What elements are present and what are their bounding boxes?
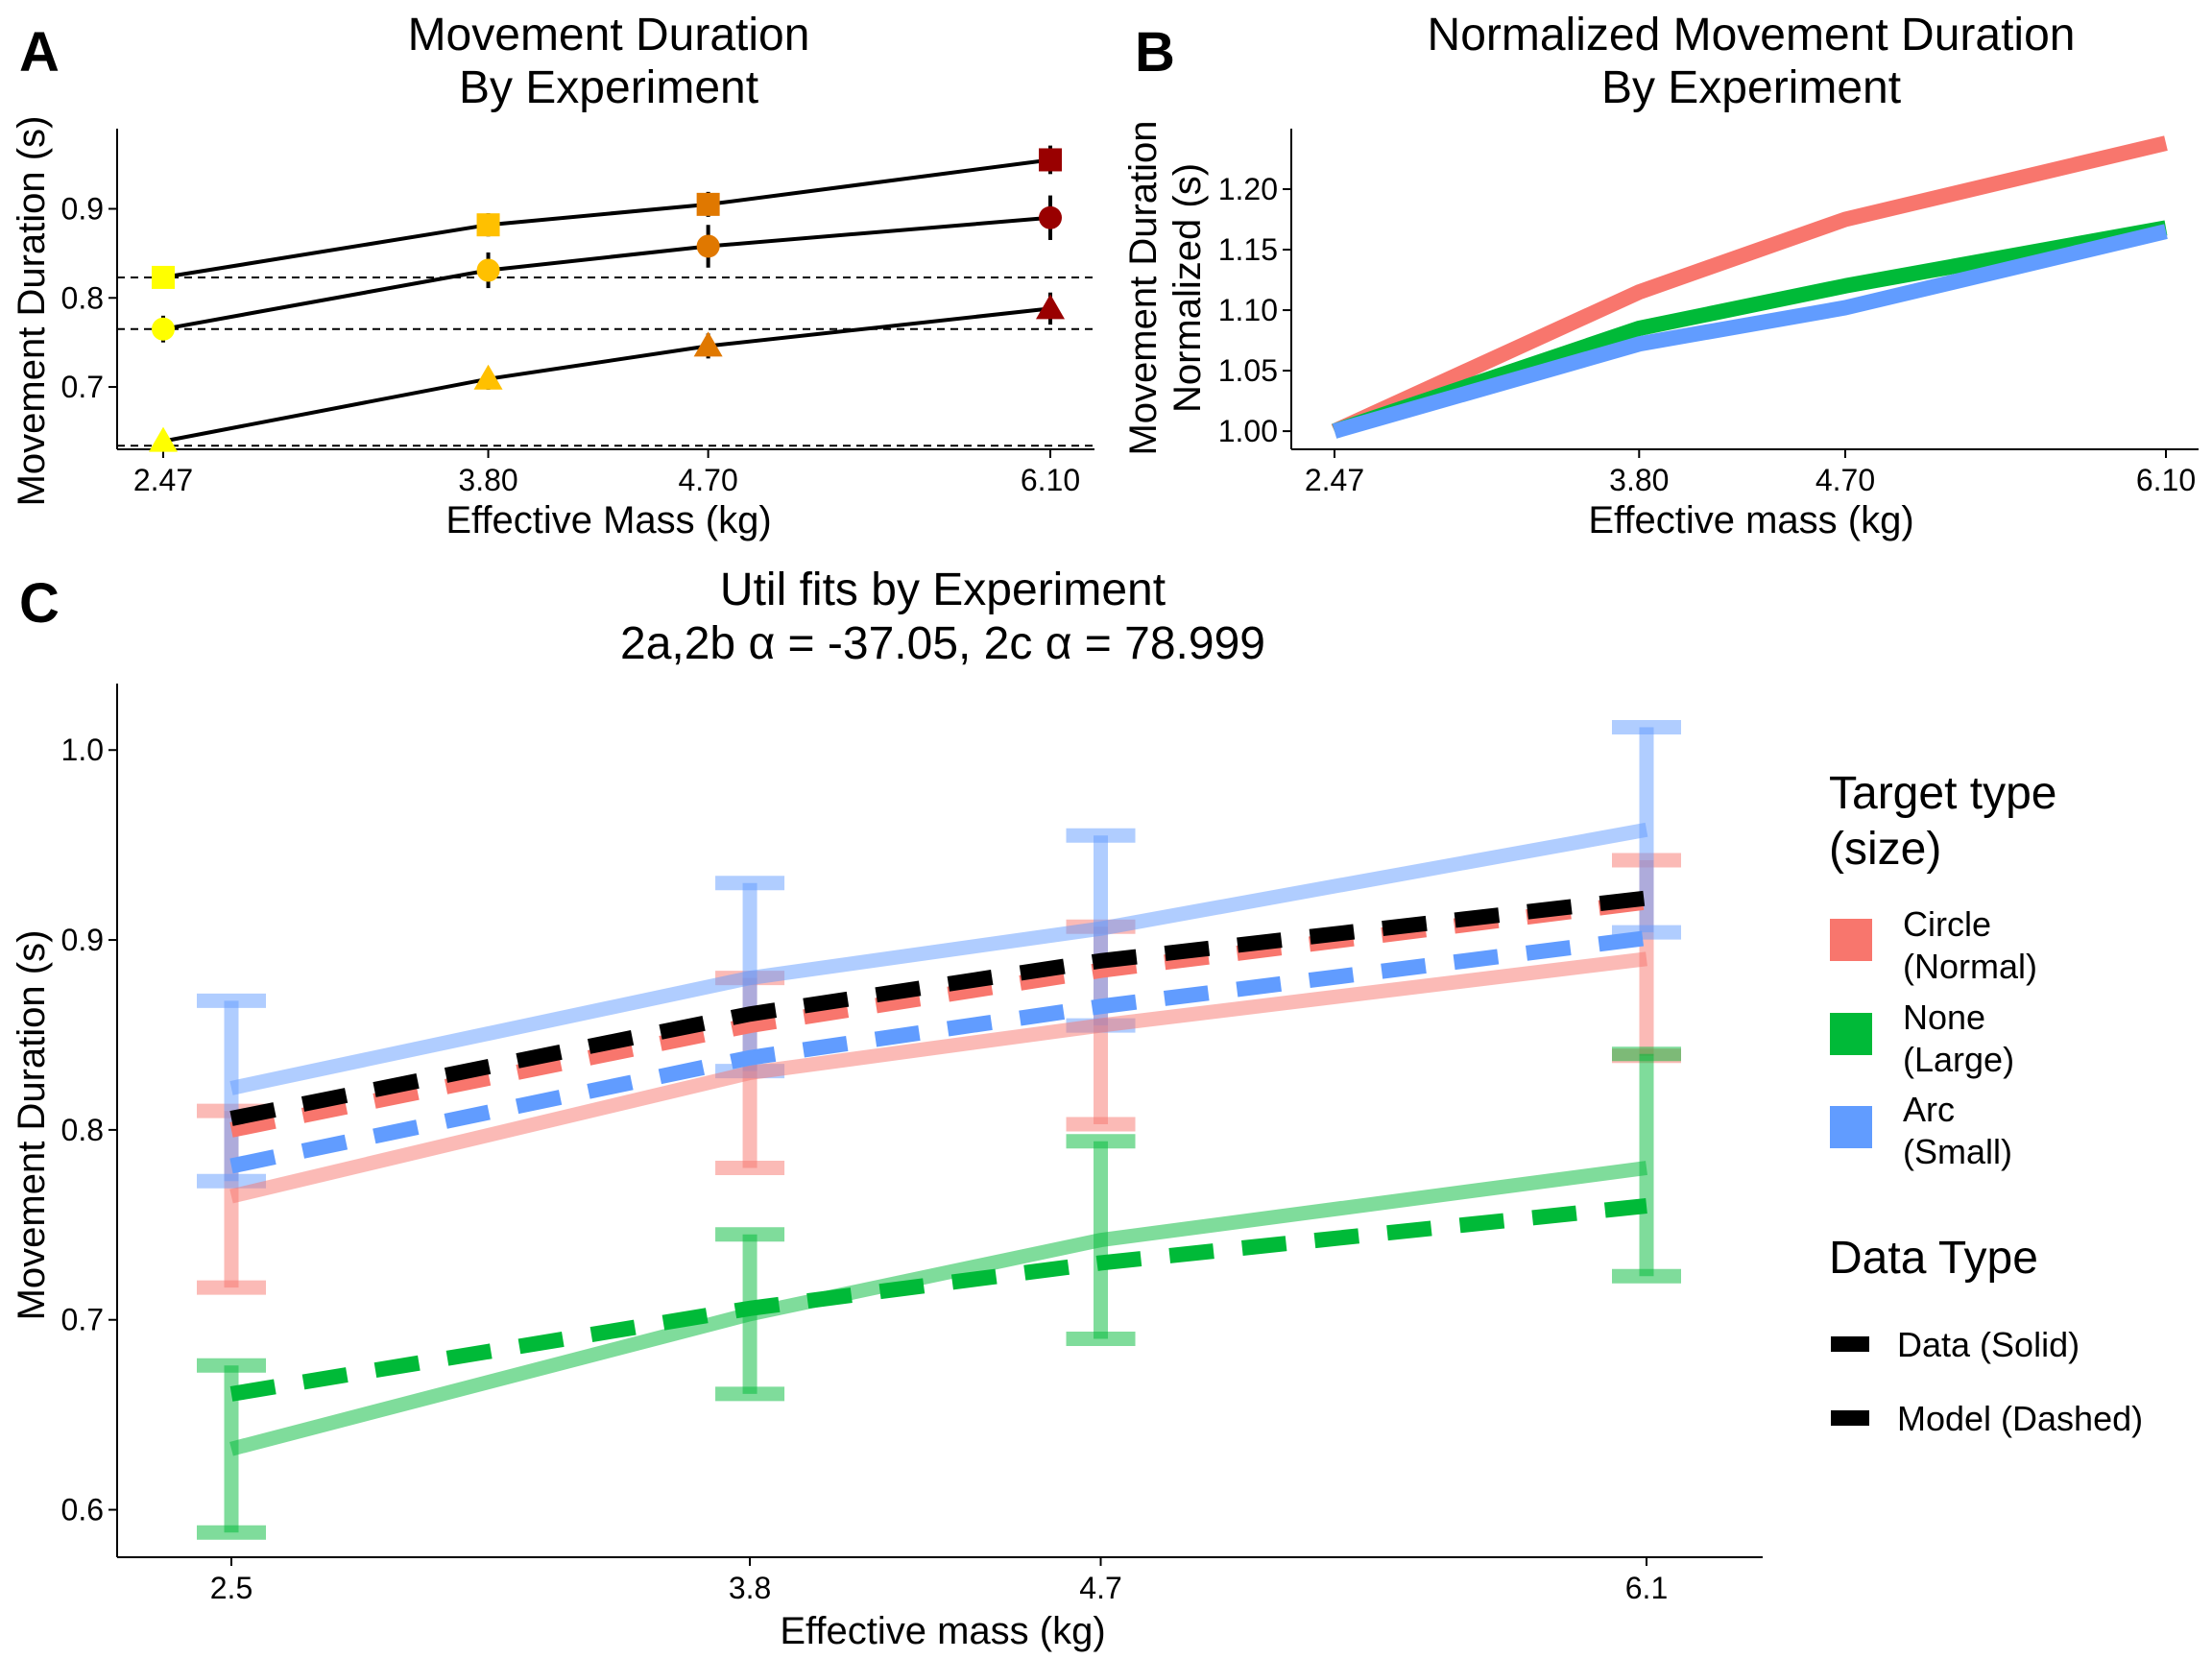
- panel-b-y-tick-label: 1.05: [1218, 353, 1278, 388]
- panel-b-x-tick-label: 6.10: [2136, 463, 2196, 497]
- panel-a-x-tick-label: 2.47: [133, 463, 193, 497]
- panel-c-data-line-2: [229, 822, 1648, 1095]
- panel-b-title-line2: By Experiment: [1601, 62, 1901, 113]
- legend-item-arc: Arc (Small): [1830, 1090, 2012, 1171]
- panel-b-xlabel: Effective mass (kg): [1588, 499, 1913, 541]
- legend-item-circle-line2: (Normal): [1903, 947, 2037, 986]
- panel-c-model-line-0: [229, 894, 1647, 1138]
- panel-b-series-line-2: [1332, 224, 2168, 439]
- legend-item-arc-line2: (Small): [1903, 1132, 2012, 1171]
- legend-swatch-arc: [1830, 1106, 1872, 1148]
- panel-b-y-tick-label: 1.00: [1218, 414, 1278, 448]
- panel-c-title-line1: Util fits by Experiment: [720, 565, 1166, 615]
- panel-a-point-circle: [152, 317, 175, 341]
- panel-a-plot: 2.47 3.80 4.70 6.10 0.7 0.8 0.9: [61, 129, 1094, 497]
- panel-c-y-tick-label: 0.7: [61, 1303, 104, 1337]
- panel-a-x-tick-label: 4.70: [678, 463, 737, 497]
- legend-datatype-title: Data Type: [1829, 1233, 2038, 1284]
- panel-b-plot: 2.47 3.80 4.70 6.10 1.00 1.05 1.10 1.15 1.20: [1218, 129, 2199, 497]
- panel-a-series-line-triangle: [162, 306, 1051, 444]
- panel-c-model-line-3: [229, 890, 1647, 1126]
- legend-target-title-line2: (size): [1829, 824, 1941, 875]
- panel-a-title-line2: By Experiment: [459, 62, 758, 113]
- panel-a-series-line-square: [162, 157, 1051, 279]
- panel-a-y-tick-label: 0.8: [61, 280, 104, 315]
- panel-b-x-tick-label: 3.80: [1609, 463, 1669, 497]
- panel-c-x-tick-label: 2.5: [210, 1571, 252, 1605]
- panel-b-y-tick-label: 1.20: [1218, 172, 1278, 206]
- panel-a: A Movement Duration By Experiment Effect…: [11, 10, 1094, 541]
- panel-c-xlabel: Effective mass (kg): [780, 1610, 1105, 1652]
- panel-a-series-line-circle: [162, 215, 1051, 331]
- legend-target-title-line1: Target type: [1829, 768, 2056, 819]
- panel-c-y-tick-label: 0.6: [61, 1493, 104, 1527]
- panel-a-label: A: [19, 21, 60, 84]
- panel-b-x-tick-label: 4.70: [1815, 463, 1875, 497]
- panel-b-y-tick-label: 1.10: [1218, 293, 1278, 327]
- panel-b-ylabel-line2: Normalized (s): [1166, 163, 1209, 413]
- panel-a-point-square: [696, 192, 720, 216]
- panel-b-label: B: [1135, 21, 1175, 84]
- panel-a-point-square: [152, 265, 175, 289]
- panel-b: B Normalized Movement Duration By Experi…: [1122, 10, 2199, 541]
- panel-c-y-tick-label: 0.9: [61, 923, 104, 957]
- panel-c-y-tick-label: 1.0: [61, 733, 104, 767]
- legend-item-data-solid-label: Data (Solid): [1897, 1325, 2080, 1364]
- legend-item-none-line1: None: [1903, 998, 1985, 1037]
- panel-c: C Util fits by Experiment 2a,2b α = -37.…: [11, 565, 1763, 1652]
- legend-item-none-line2: (Large): [1903, 1040, 2014, 1079]
- legend-item-data-solid: Data (Solid): [1831, 1325, 2080, 1364]
- panel-c-plot: 2.5 3.8 4.7 6.1 0.6 0.7 0.8 0.9 1.0: [61, 684, 1763, 1605]
- panel-c-x-tick-label: 4.7: [1079, 1571, 1121, 1605]
- legend-swatch-none: [1830, 1013, 1872, 1055]
- panel-a-point-square: [476, 213, 500, 237]
- panel-a-title-line1: Movement Duration: [408, 10, 810, 60]
- panel-a-point-triangle: [693, 331, 723, 357]
- panel-c-data-line-0: [229, 951, 1647, 1204]
- legend-item-arc-line1: Arc: [1903, 1090, 1955, 1129]
- panel-a-point-circle: [1039, 205, 1062, 229]
- panel-c-data-line-1: [229, 1161, 1647, 1456]
- panel-b-y-tick-label: 1.15: [1218, 232, 1278, 267]
- panel-c-model-line-1: [229, 1198, 1647, 1402]
- legend-item-circle-line1: Circle: [1903, 904, 1991, 944]
- panel-a-point-triangle: [149, 426, 178, 452]
- panel-c-x-tick-label: 6.1: [1625, 1571, 1668, 1605]
- panel-c-label: C: [19, 572, 60, 635]
- panel-b-x-tick-label: 2.47: [1305, 463, 1364, 497]
- panel-c-ylabel: Movement Duration (s): [11, 930, 53, 1321]
- panel-a-y-tick-label: 0.7: [61, 370, 104, 404]
- panel-a-x-tick-label: 6.10: [1021, 463, 1080, 497]
- panel-c-y-tick-label: 0.8: [61, 1113, 104, 1147]
- panel-c-title-line2: 2a,2b α = -37.05, 2c α = 78.999: [620, 618, 1265, 669]
- legend: Target type (size) Circle (Normal) None …: [1829, 768, 2143, 1438]
- panel-b-series-line-0: [1331, 135, 2168, 439]
- panel-a-xlabel: Effective Mass (kg): [445, 499, 771, 541]
- panel-a-ylabel: Movement Duration (s): [11, 116, 53, 507]
- panel-a-y-tick-label: 0.9: [61, 192, 104, 227]
- panel-a-point-circle: [696, 234, 720, 258]
- panel-b-title-line1: Normalized Movement Duration: [1428, 10, 2076, 60]
- panel-b-ylabel-line1: Movement Duration: [1122, 120, 1165, 455]
- panel-a-point-square: [1039, 148, 1062, 172]
- legend-item-none: None (Large): [1830, 998, 2014, 1079]
- legend-item-model-dashed-label: Model (Dashed): [1897, 1399, 2143, 1438]
- legend-item-circle: Circle (Normal): [1830, 904, 2037, 986]
- panel-c-x-tick-label: 3.8: [729, 1571, 771, 1605]
- panel-a-point-triangle: [1036, 294, 1065, 320]
- panel-a-point-triangle: [473, 364, 503, 390]
- legend-item-model-dashed: Model (Dashed): [1831, 1399, 2143, 1438]
- panel-a-x-tick-label: 3.80: [458, 463, 517, 497]
- legend-swatch-circle: [1830, 919, 1872, 961]
- panel-a-point-circle: [476, 258, 500, 282]
